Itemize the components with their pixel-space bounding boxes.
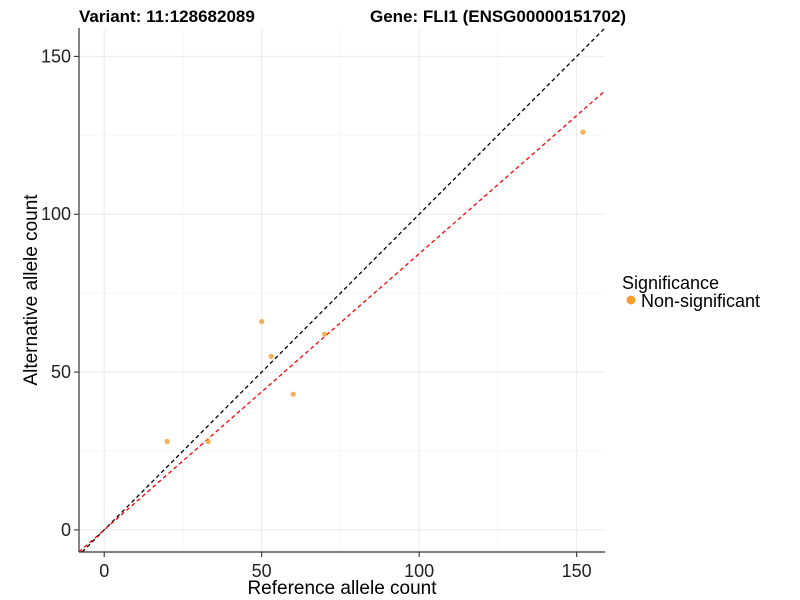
x-tick-label-0: 0 [99, 561, 109, 581]
reference-line-1 [78, 90, 606, 553]
legend: Significance Non-significant [622, 273, 760, 311]
y-axis-ticks: 0 50 100 150 [41, 46, 79, 540]
legend-key-non-significant [626, 295, 636, 305]
x-tick-label-3: 150 [562, 561, 592, 581]
reference-line-0 [81, 27, 606, 553]
y-tick-label-2: 100 [41, 204, 71, 224]
x-tick-label-1: 50 [252, 561, 272, 581]
x-axis-title: Reference allele count [247, 578, 437, 599]
data-point-4 [290, 391, 296, 397]
data-point-0 [164, 438, 170, 445]
chart-title-gene: Gene: FLI1 (ENSG00000151702) [370, 7, 626, 26]
data-point-2 [259, 318, 265, 325]
x-axis-ticks: 0 50 100 150 [99, 552, 592, 581]
legend-title: Significance [622, 273, 719, 293]
chart-title-variant: Variant: 11:128682089 [79, 7, 255, 26]
x-tick-label-2: 100 [404, 561, 434, 581]
minor-gridlines [79, 28, 605, 552]
major-gridlines [79, 28, 605, 552]
y-tick-label-1: 50 [51, 362, 71, 382]
legend-label-non-significant: Non-significant [641, 291, 760, 311]
data-point-3 [268, 353, 274, 359]
data-point-1 [205, 438, 211, 445]
reference-lines [78, 27, 606, 553]
data-point-5 [322, 331, 328, 337]
data-points [164, 129, 586, 445]
data-point-6 [580, 129, 586, 135]
y-tick-label-0: 0 [61, 520, 71, 540]
y-axis-title: Alternative allele count [21, 194, 42, 386]
y-tick-label-3: 150 [41, 46, 71, 66]
